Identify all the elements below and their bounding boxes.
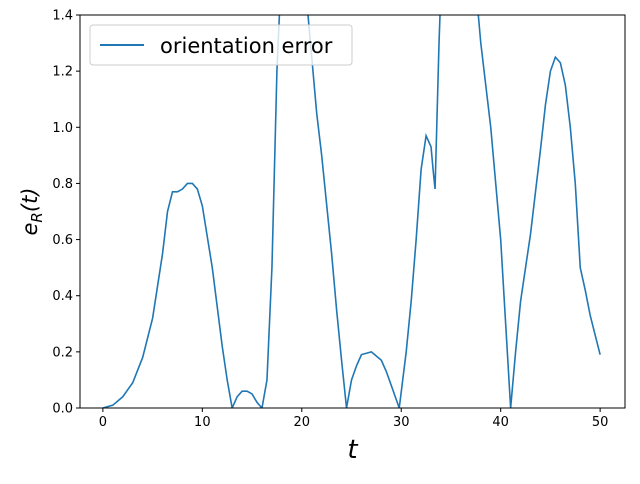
legend-box bbox=[89, 24, 353, 66]
x-tick-label: 20 bbox=[294, 415, 311, 430]
x-tick-label: 40 bbox=[492, 415, 509, 430]
y-tick-label: 0.6 bbox=[52, 233, 73, 248]
x-axis-label: t bbox=[347, 435, 358, 465]
y-tick-label: 0.8 bbox=[52, 177, 73, 192]
x-tick-label: 10 bbox=[194, 415, 211, 430]
y-axis-label: eR(t) bbox=[18, 188, 46, 236]
y-tick-label: 0.4 bbox=[52, 289, 73, 304]
y-tick-label: 0.2 bbox=[52, 345, 73, 360]
legend: orientation error bbox=[89, 24, 353, 66]
x-tick-label: 50 bbox=[592, 415, 609, 430]
data-line bbox=[102, 15, 601, 408]
x-tick-label: 30 bbox=[393, 415, 410, 430]
legend-label: orientation error bbox=[160, 34, 333, 58]
x-tick-label: 0 bbox=[99, 415, 107, 430]
axes-frame bbox=[79, 14, 626, 409]
y-tick-label: 1.4 bbox=[52, 9, 73, 24]
y-tick-label: 1.0 bbox=[52, 121, 73, 136]
y-tick-label: 0.0 bbox=[52, 402, 73, 417]
y-tick-label: 1.2 bbox=[52, 65, 73, 80]
